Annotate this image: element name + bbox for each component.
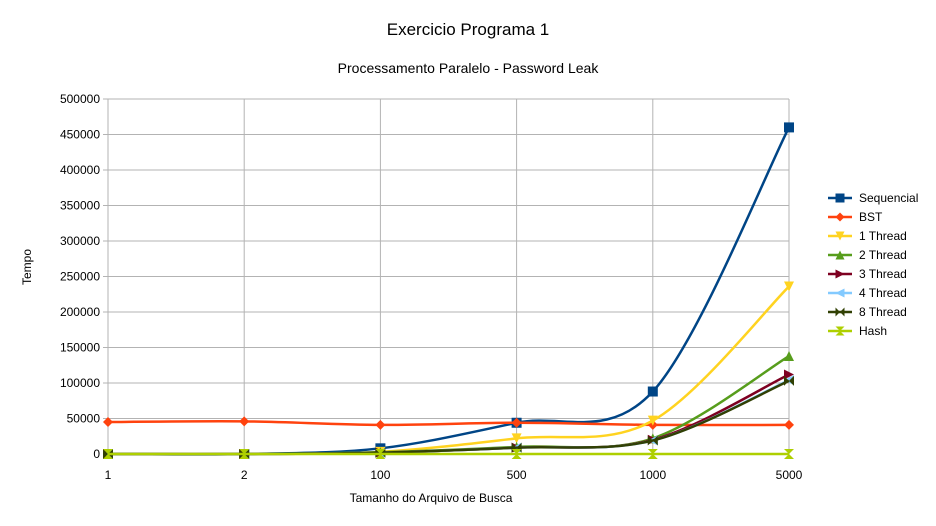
legend-item-2-thread: 2 Thread bbox=[828, 248, 907, 262]
legend-marker bbox=[835, 250, 845, 260]
legend-label: 8 Thread bbox=[859, 305, 907, 319]
data-point-1-thread bbox=[784, 281, 794, 292]
legend-marker bbox=[835, 288, 845, 298]
legend-marker bbox=[835, 326, 845, 336]
y-tick-label: 50000 bbox=[67, 412, 101, 426]
series-line-sequencial bbox=[107, 126, 791, 456]
legend-item-1-thread: 1 Thread bbox=[828, 229, 907, 243]
data-point-hash bbox=[647, 449, 658, 459]
series-line-bst bbox=[107, 419, 790, 427]
legend-label: Hash bbox=[859, 324, 887, 338]
legend: Sequencial BST 1 Thread 2 Thread 3 Thread 4 T… bbox=[828, 191, 918, 338]
y-tick-label: 150000 bbox=[60, 341, 100, 355]
y-tick-label: 350000 bbox=[60, 199, 100, 213]
legend-label: 4 Thread bbox=[859, 286, 907, 300]
data-point-bst bbox=[511, 417, 522, 428]
series-hash bbox=[103, 449, 794, 459]
gridlines bbox=[107, 98, 790, 455]
data-point-hash bbox=[511, 449, 522, 459]
series-line-3-thread bbox=[107, 373, 790, 456]
y-tick-label: 500000 bbox=[60, 92, 100, 106]
data-point-3-thread bbox=[784, 369, 794, 380]
data-point-sequencial bbox=[647, 386, 658, 397]
legend-item-bst: BST bbox=[828, 210, 883, 224]
x-tick-label: 100 bbox=[370, 468, 390, 482]
legend-item-3-thread: 3 Thread bbox=[828, 267, 907, 281]
data-point-sequencial bbox=[784, 122, 794, 133]
legend-marker bbox=[835, 269, 845, 279]
legend-label: Sequencial bbox=[859, 191, 918, 205]
legend-item-8-thread: 8 Thread bbox=[828, 305, 907, 319]
legend-item-hash: Hash bbox=[828, 324, 887, 338]
chart-subtitle: Processamento Paralelo - Password Leak bbox=[337, 60, 599, 76]
series-line-8-thread bbox=[107, 379, 790, 456]
series-2-thread bbox=[103, 351, 794, 459]
series-sequencial bbox=[103, 122, 794, 459]
x-axis-label: Tamanho do Arquivo de Busca bbox=[349, 491, 513, 505]
data-point-1-thread bbox=[647, 415, 658, 426]
legend-label: 3 Thread bbox=[859, 267, 907, 281]
data-point-hash bbox=[784, 449, 794, 459]
data-point-1-thread bbox=[511, 433, 522, 444]
y-tick-label: 200000 bbox=[60, 305, 100, 319]
data-point-bst bbox=[784, 419, 794, 430]
data-point-bst bbox=[375, 419, 386, 430]
data-point-hash bbox=[375, 449, 386, 459]
data-point-8-thread bbox=[647, 435, 658, 446]
data-point-2-thread bbox=[784, 351, 794, 362]
legend-item-sequencial: Sequencial bbox=[828, 191, 918, 205]
series-line-4-thread bbox=[107, 379, 790, 456]
y-tick-label: 450000 bbox=[60, 128, 100, 142]
chart-title: Exercicio Programa 1 bbox=[386, 20, 550, 39]
legend-marker bbox=[835, 231, 845, 241]
x-tick-label: 1 bbox=[105, 468, 112, 482]
legend-label: 1 Thread bbox=[859, 229, 907, 243]
y-tick-label: 400000 bbox=[60, 163, 100, 177]
legend-marker bbox=[835, 307, 845, 317]
series-line-2-thread bbox=[107, 354, 790, 456]
y-tick-label: 0 bbox=[93, 447, 100, 461]
legend-label: 2 Thread bbox=[859, 248, 907, 262]
data-point-hash bbox=[103, 449, 113, 459]
y-tick-label: 300000 bbox=[60, 234, 100, 248]
legend-marker bbox=[835, 193, 845, 203]
x-tick-label: 500 bbox=[507, 468, 527, 482]
x-tick-label: 2 bbox=[241, 468, 248, 482]
y-tick-label: 250000 bbox=[60, 270, 100, 284]
y-tick-label: 100000 bbox=[60, 376, 100, 390]
x-tick-label: 1000 bbox=[639, 468, 666, 482]
data-point-hash bbox=[239, 449, 250, 459]
data-point-bst bbox=[239, 416, 250, 427]
x-tick-label: 5000 bbox=[776, 468, 803, 482]
series-layer bbox=[103, 122, 794, 459]
legend-label: BST bbox=[859, 210, 883, 224]
legend-marker bbox=[835, 212, 845, 222]
legend-item-4-thread: 4 Thread bbox=[828, 286, 907, 300]
series-1-thread bbox=[103, 281, 794, 459]
data-point-bst bbox=[103, 417, 113, 428]
data-point-8-thread bbox=[784, 375, 794, 386]
